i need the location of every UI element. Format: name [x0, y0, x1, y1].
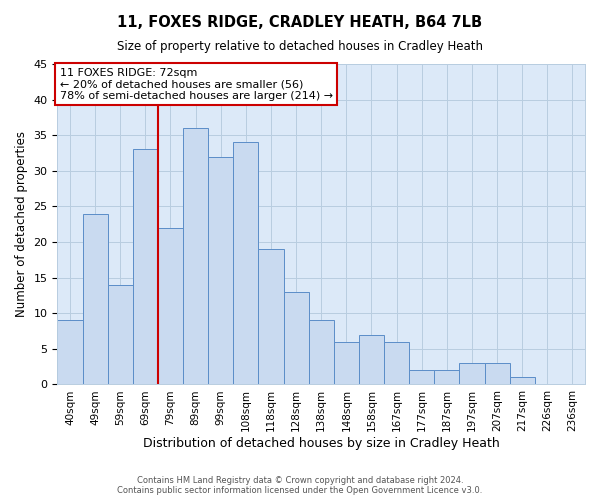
Text: 11 FOXES RIDGE: 72sqm
← 20% of detached houses are smaller (56)
78% of semi-deta: 11 FOXES RIDGE: 72sqm ← 20% of detached …: [60, 68, 333, 101]
Bar: [485, 363, 509, 384]
Bar: [259, 249, 284, 384]
Text: 11, FOXES RIDGE, CRADLEY HEATH, B64 7LB: 11, FOXES RIDGE, CRADLEY HEATH, B64 7LB: [118, 15, 482, 30]
X-axis label: Distribution of detached houses by size in Cradley Heath: Distribution of detached houses by size …: [143, 437, 500, 450]
Y-axis label: Number of detached properties: Number of detached properties: [15, 131, 28, 317]
Bar: [208, 156, 233, 384]
Bar: [107, 285, 133, 384]
Bar: [460, 363, 485, 384]
Bar: [183, 128, 208, 384]
Bar: [409, 370, 434, 384]
Bar: [308, 320, 334, 384]
Bar: [133, 150, 158, 384]
Bar: [384, 342, 409, 384]
Bar: [158, 228, 183, 384]
Bar: [509, 378, 535, 384]
Text: Size of property relative to detached houses in Cradley Heath: Size of property relative to detached ho…: [117, 40, 483, 53]
Bar: [334, 342, 359, 384]
Bar: [359, 334, 384, 384]
Text: Contains HM Land Registry data © Crown copyright and database right 2024.
Contai: Contains HM Land Registry data © Crown c…: [118, 476, 482, 495]
Bar: [233, 142, 259, 384]
Bar: [434, 370, 460, 384]
Bar: [83, 214, 107, 384]
Bar: [58, 320, 83, 384]
Bar: [284, 292, 308, 384]
